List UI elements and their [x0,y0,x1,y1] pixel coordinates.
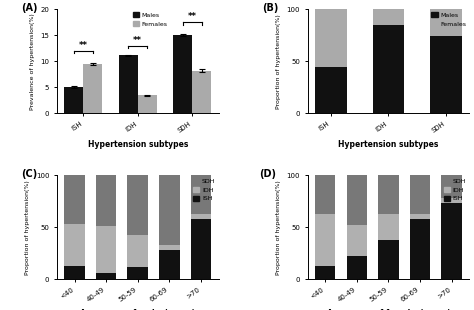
Text: (C): (C) [21,169,37,179]
Bar [410,175,430,214]
Bar [128,235,148,267]
Bar [441,175,462,198]
Bar [410,219,430,279]
Bar [128,175,148,235]
Bar [430,9,462,36]
Bar [118,55,138,113]
Bar [128,267,148,279]
Bar [64,265,85,279]
Text: **: ** [79,41,88,50]
Bar [373,25,404,113]
X-axis label: Age group of females(years): Age group of females(years) [327,309,450,310]
Bar [192,70,211,113]
X-axis label: Age group of males(years): Age group of males(years) [80,309,195,310]
Text: (D): (D) [259,169,276,179]
Text: **: ** [133,36,142,45]
Bar [96,273,117,279]
X-axis label: Hypertension subtypes: Hypertension subtypes [338,140,438,149]
X-axis label: Hypertension subtypes: Hypertension subtypes [88,140,188,149]
Bar [191,214,211,219]
Legend: SDH, IDH, ISH: SDH, IDH, ISH [444,178,466,201]
Bar [173,35,192,113]
Bar [315,9,346,67]
Bar [83,64,102,113]
Bar [430,36,462,113]
Bar [315,67,346,113]
Bar [378,214,399,240]
Bar [441,203,462,279]
Legend: Males, Females: Males, Females [431,12,466,27]
Text: **: ** [188,12,197,21]
Bar [441,198,462,203]
Legend: SDH, IDH, ISH: SDH, IDH, ISH [193,178,216,201]
Text: (A): (A) [21,3,38,13]
Y-axis label: Proportion of hypertension(%): Proportion of hypertension(%) [25,180,30,275]
Bar [410,214,430,219]
Bar [346,175,367,225]
Bar [96,175,117,226]
Y-axis label: Proportion of hypertension(%): Proportion of hypertension(%) [276,180,281,275]
Bar [159,175,180,245]
Bar [96,226,117,273]
Bar [64,87,83,113]
Bar [191,219,211,279]
Bar [315,265,336,279]
Legend: Males, Females: Males, Females [133,12,167,27]
Bar [64,175,85,224]
Bar [346,256,367,279]
Bar [138,95,157,113]
Bar [159,245,180,250]
Bar [191,175,211,214]
Bar [378,240,399,279]
Y-axis label: Prevalence of hypertension(%): Prevalence of hypertension(%) [30,13,35,109]
Bar [315,214,336,265]
Bar [373,9,404,25]
Bar [64,224,85,265]
Y-axis label: Proportion of hypertension(%): Proportion of hypertension(%) [276,14,281,108]
Bar [378,175,399,214]
Bar [315,175,336,214]
Text: (B): (B) [262,3,279,13]
Bar [346,225,367,256]
Bar [159,250,180,279]
